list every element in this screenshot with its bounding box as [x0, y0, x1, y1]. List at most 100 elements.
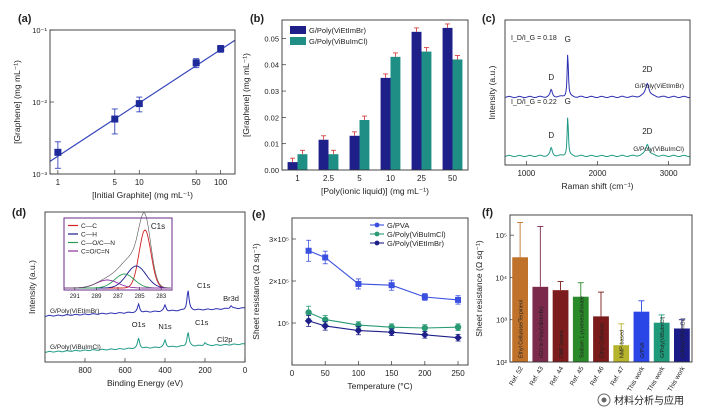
panel-label-d: (d)	[12, 207, 26, 219]
y-tick-label: 10²	[496, 358, 507, 367]
legend-swatch	[290, 37, 306, 45]
panel-e-frame	[291, 217, 469, 366]
y-tick-label: 10⁵	[278, 319, 289, 328]
panel-b: (b) 0.00 0.01 0.02 0.03 0.04 0.05 1 2.5 5 10 25 50 [P…	[241, 13, 463, 196]
panel-d: (d) 800 600 400 200 0 Binding Energy (eV) Inten…	[12, 207, 248, 388]
data-point	[455, 296, 462, 303]
x-tick-label: Ref. 46	[589, 365, 606, 387]
bar	[593, 316, 609, 362]
x-tick-label: 150	[385, 369, 399, 378]
x-tick-label: 1	[295, 174, 300, 183]
x-tick-label: 0	[243, 366, 248, 375]
bar-label: G/Poly(ViBuImCl)	[660, 316, 666, 358]
panel-c-frame	[504, 19, 691, 166]
inset-legend-label: C=O/C=N	[81, 249, 110, 256]
x-tick-label: 250	[451, 369, 465, 378]
x-tick-label: Ref. 52	[508, 365, 525, 387]
legend-label: G/Poly(ViBuImCl)	[387, 230, 446, 239]
inset-envelope-line	[64, 212, 171, 289]
y-axis-label: Sheet resistance (Ω sq⁻¹)	[251, 243, 261, 340]
y-tick-label: 10⁴	[495, 273, 507, 282]
bar-label: Ethyl Cellulose	[600, 323, 606, 358]
peak-label: 2D	[642, 65, 652, 74]
y-tick-label: 0.01	[264, 140, 279, 149]
bar	[552, 290, 569, 362]
data-point	[421, 324, 429, 332]
y-tick-label: 0.05	[264, 34, 279, 43]
y-tick-label: 10⁻³	[32, 170, 47, 179]
x-axis-label: Binding Energy (eV)	[107, 378, 183, 388]
inset-legend-label: C—H	[81, 232, 97, 239]
data-point	[387, 328, 396, 337]
bar	[452, 59, 463, 171]
x-tick-label: 400	[158, 366, 172, 375]
x-tick-label: 10	[135, 178, 144, 187]
bar	[287, 162, 298, 170]
x-tick-label: Ref. 45	[569, 365, 586, 387]
peak-label: Br3d	[223, 294, 239, 303]
bar	[349, 135, 360, 170]
x-tick-label: This work	[626, 365, 646, 393]
bar	[442, 27, 453, 170]
x-tick-label: 600	[118, 366, 132, 375]
bar-label: Ethyl Cellulose/Terpineol	[519, 300, 525, 358]
panel-label-e: (e)	[252, 209, 266, 221]
data-point	[305, 247, 312, 254]
bar	[328, 154, 339, 170]
watermark-icon-dot	[601, 397, 607, 403]
inset-legend-label: C—O/C—N	[81, 240, 115, 247]
x-tick-label: 50	[192, 178, 201, 187]
series-label: G/Poly(ViBuImCl)	[633, 146, 684, 153]
peak-label: O1s	[132, 320, 146, 329]
x-tick-label: 800	[78, 366, 92, 375]
bar	[572, 296, 589, 362]
data-point	[305, 309, 312, 316]
ratio-label: I_D/I_G = 0.18	[511, 35, 557, 42]
watermark-text: 材料分析与应用	[614, 394, 684, 407]
x-tick-label: 100	[214, 178, 228, 187]
data-point	[454, 324, 462, 331]
inset-legend-label: C—C	[81, 223, 97, 230]
y-tick-label: 3×10⁵	[269, 235, 289, 244]
legend-marker	[374, 240, 380, 246]
y-tick-label: 0.00	[264, 166, 279, 175]
panel-label-f: (f)	[482, 207, 493, 219]
x-tick-label: 200	[418, 369, 432, 378]
ratio-label: I_D/I_G = 0.22	[511, 99, 557, 106]
inset-tick-label: 291	[70, 294, 81, 300]
inset-tick-label: 289	[91, 294, 102, 300]
x-tick-label: This work	[667, 365, 687, 393]
x-tick-label: 1	[56, 178, 61, 187]
panel-c: (c) 1000 2000 3000 Raman shift (cm⁻¹) Intensi…	[482, 13, 691, 191]
bar	[421, 51, 432, 170]
x-tick-label: 0	[290, 369, 295, 378]
data-point	[355, 280, 362, 287]
bar-label: Sodium 1-pyrenesulfonate	[579, 296, 585, 358]
panel-b-frame	[281, 19, 469, 171]
data-point	[192, 59, 200, 67]
inset-tick-label: 287	[113, 294, 124, 300]
y-tick-label: 0.03	[264, 87, 279, 96]
legend-label: G/Poly(ViEtImBr)	[309, 26, 366, 35]
x-tick-label: 2.5	[323, 174, 335, 183]
panel-label-c: (c)	[482, 13, 496, 25]
series-line	[308, 320, 459, 339]
spectrum-line	[504, 54, 691, 99]
peak-label: C1s	[197, 281, 211, 290]
y-tick-label: 2×10⁵	[269, 277, 289, 286]
y-tick-label: 0.04	[264, 61, 279, 70]
bar	[512, 257, 528, 362]
y-tick-label: 10⁻¹	[32, 26, 47, 35]
inset-title: C1s	[151, 222, 165, 231]
y-axis-label: [Graphene] (mg mL⁻¹)	[241, 53, 251, 137]
x-tick-label: 3000	[660, 169, 678, 178]
data-point	[217, 45, 225, 53]
inset-tick-label: 283	[156, 294, 167, 300]
y-tick-label: 10⁻²	[32, 98, 47, 107]
y-tick-label: 10⁵	[496, 231, 507, 240]
legend-marker	[374, 222, 380, 228]
bar-label: rGO in Poly(ViEtImBr)	[539, 306, 545, 358]
x-axis-label: [Initial Graphite] (mg mL⁻¹)	[92, 190, 193, 200]
series-line	[308, 311, 459, 329]
y-axis-label: Intensity (a.u.)	[487, 65, 497, 119]
